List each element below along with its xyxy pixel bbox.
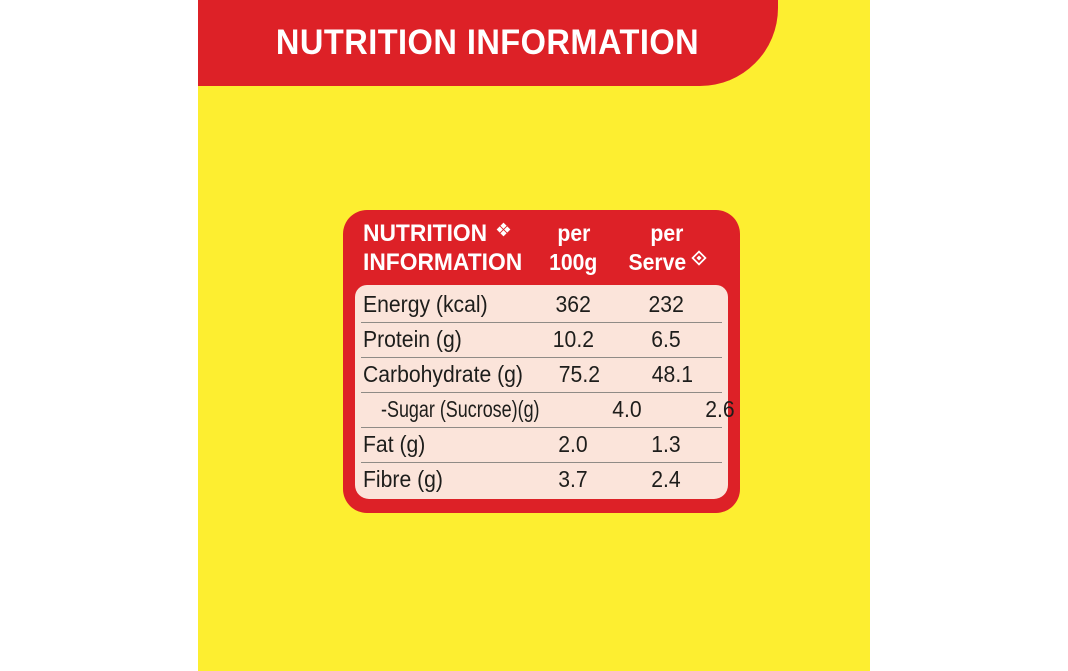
- table-row: Carbohydrate (g) 75.2 48.1: [361, 356, 722, 392]
- column-header-per-serve: per Serve: [617, 219, 717, 285]
- nutrient-label: Fibre (g): [363, 466, 443, 492]
- yellow-panel: NUTRITION INFORMATION NUTRITION INFORMAT…: [198, 0, 870, 671]
- nutrient-label: Fat (g): [363, 431, 426, 457]
- value-per-100g: 2.0: [558, 431, 588, 457]
- table-header: NUTRITION INFORMATION per 100g per: [355, 210, 728, 285]
- diamond-in-diamond-icon: [691, 244, 707, 273]
- value-per-100g: 10.2: [552, 326, 594, 352]
- value-per-100g: 362: [555, 291, 591, 317]
- value-per-100g: 75.2: [559, 361, 601, 387]
- nutrition-table-body: Energy (kcal) 362 232 Protein (g) 10.2 6…: [355, 285, 735, 499]
- nutrient-label: Energy (kcal): [363, 291, 488, 317]
- table-row: Protein (g) 10.2 6.5: [361, 321, 722, 357]
- value-per-100g: 4.0: [612, 396, 642, 422]
- table-title: NUTRITION INFORMATION: [363, 219, 531, 285]
- table-row: Fibre (g) 3.7 2.4: [361, 461, 722, 497]
- nutrient-label: Protein (g): [363, 326, 462, 352]
- value-per-serve: 6.5: [651, 326, 681, 352]
- table-row: Fat (g) 2.0 1.3: [361, 426, 722, 462]
- four-diamond-asterisk-icon: [496, 215, 511, 244]
- table-row: -Sugar (Sucrose)(g) 4.0 2.6: [361, 391, 735, 427]
- table-title-line1: NUTRITION: [363, 220, 488, 247]
- nutrition-table-card: NUTRITION INFORMATION per 100g per: [343, 210, 740, 513]
- value-per-serve: 48.1: [652, 361, 694, 387]
- nutrient-label: Carbohydrate (g): [363, 361, 523, 387]
- nutrition-banner: NUTRITION INFORMATION: [198, 0, 778, 86]
- column-header-per-100g: per 100g: [549, 220, 598, 275]
- nutrient-label: -Sugar (Sucrose)(g): [381, 396, 540, 422]
- banner-title: NUTRITION INFORMATION: [276, 23, 700, 62]
- value-per-serve: 2.4: [651, 466, 681, 492]
- table-title-line2: INFORMATION: [363, 249, 523, 276]
- value-per-100g: 3.7: [558, 466, 588, 492]
- value-per-serve: 1.3: [651, 431, 681, 457]
- value-per-serve: 2.6: [705, 396, 735, 422]
- table-row: Energy (kcal) 362 232: [363, 287, 716, 322]
- value-per-serve: 232: [648, 291, 684, 317]
